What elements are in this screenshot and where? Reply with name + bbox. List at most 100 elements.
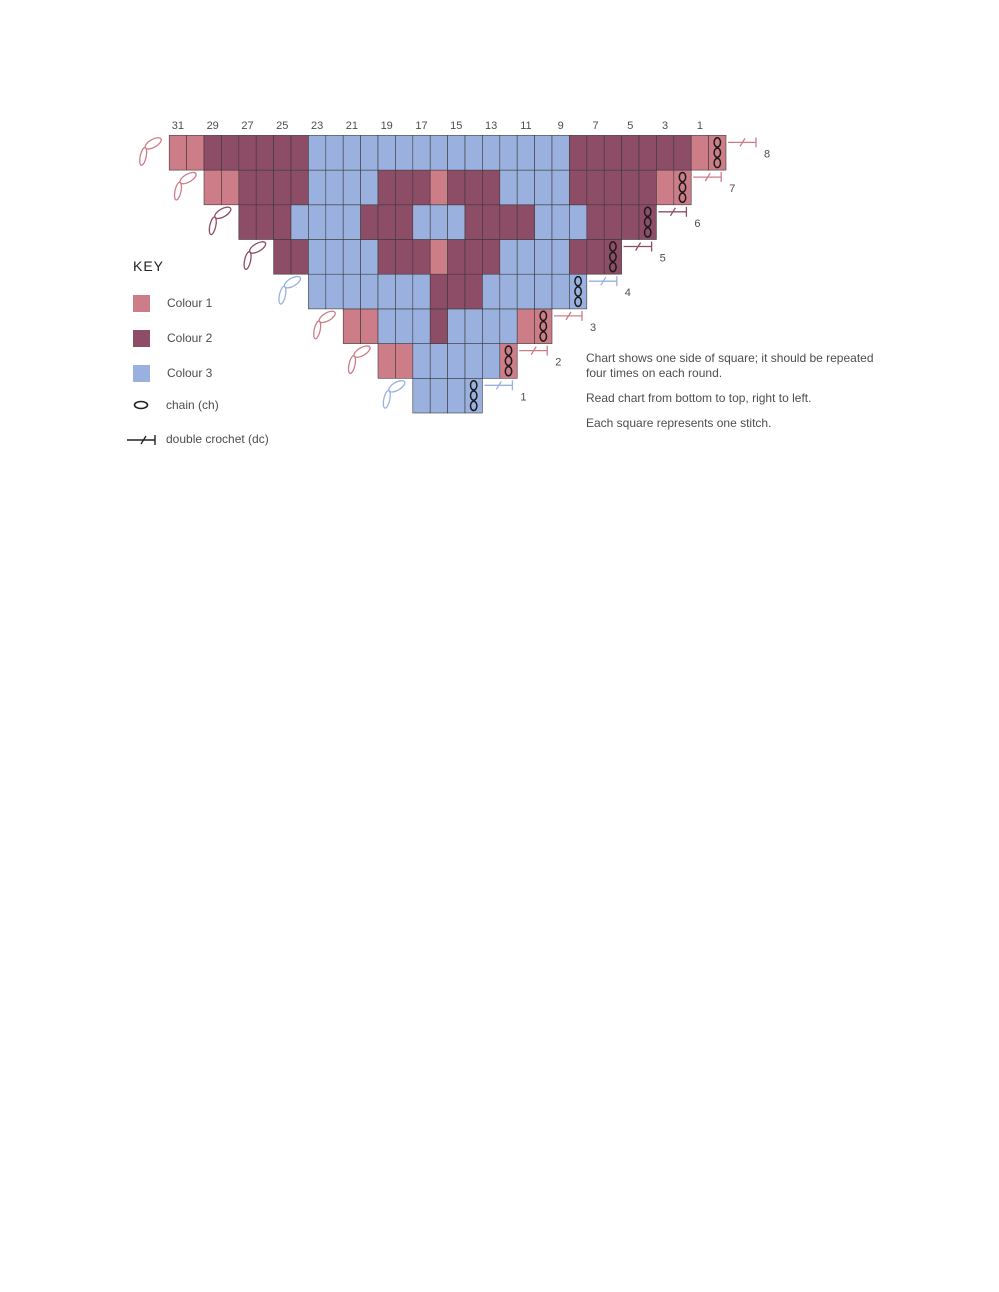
- chain-icon: [574, 296, 583, 308]
- chart-stitch-cell: [621, 169, 640, 206]
- chain-icon: [678, 182, 687, 193]
- chart-stitch-cell: [673, 169, 692, 206]
- chart-stitch-cell: [412, 169, 431, 206]
- chart-stitch-cell: [273, 204, 292, 240]
- chart-stitch-cell: [255, 169, 274, 206]
- chart-stitch-cell: [499, 239, 518, 275]
- double-crochet-icon: [530, 346, 537, 355]
- column-number: 27: [241, 120, 253, 132]
- key-label: double crochet (dc): [166, 432, 269, 446]
- chain-icon: [469, 379, 478, 391]
- chart-stitch-cell: [377, 135, 396, 171]
- chart-stitch-cell: [464, 273, 483, 310]
- chart-stitch-cell: [325, 273, 344, 310]
- chart-stitch-cell: [499, 135, 518, 171]
- chart-stitch-cell: [168, 135, 187, 171]
- yarn-loop-icon: [208, 216, 217, 236]
- row-number: 8: [764, 148, 770, 160]
- chart-stitch-cell: [412, 239, 431, 275]
- chart-stitch-cell: [464, 204, 483, 240]
- chart-stitch-cell: [342, 204, 361, 240]
- chart-stitch-cell: [342, 239, 361, 275]
- chain-icon: [504, 355, 513, 367]
- chart-stitch-cell: [221, 135, 240, 171]
- chart-stitch-cell: [342, 135, 361, 171]
- chain-icon: [608, 241, 617, 252]
- chart-stitch-cell: [603, 135, 622, 171]
- chart-stitch-cell: [569, 273, 588, 310]
- chart-stitch-cell: [238, 204, 257, 240]
- chart-stitch-cell: [273, 135, 292, 171]
- chart-stitch-cell: [482, 204, 501, 240]
- chart-stitch-cell: [377, 169, 396, 206]
- chain-icon: [469, 390, 478, 401]
- chart-stitch-cell: [325, 169, 344, 206]
- chart-stitch-cell: [238, 135, 257, 171]
- chain-icon: [678, 192, 687, 204]
- chart-stitch-cell: [464, 343, 483, 379]
- key-item-colour1: Colour 1: [126, 292, 212, 314]
- chart-stitch-cell: [308, 204, 327, 240]
- chain-icon: [608, 251, 617, 263]
- column-number: 11: [520, 120, 531, 132]
- chart-stitch-cell: [412, 273, 431, 310]
- chart-stitch-cell: [482, 308, 501, 344]
- column-number: 21: [346, 120, 358, 132]
- chart-stitch-cell: [447, 343, 466, 379]
- chart-stitch-cell: [273, 169, 292, 206]
- chart-stitch-cell: [395, 169, 414, 206]
- double-crochet-icon: [704, 172, 711, 182]
- chain-icon: [504, 345, 513, 356]
- yarn-loop-icon: [173, 181, 183, 201]
- chart-stitch-cell: [447, 273, 466, 310]
- column-number: 17: [415, 120, 427, 132]
- column-number: 15: [450, 120, 462, 132]
- chart-stitch-cell: [412, 343, 431, 379]
- chart-stitch-cell: [551, 169, 570, 206]
- chart-stitch-cell: [534, 204, 553, 240]
- key-item-colour2: Colour 2: [126, 327, 212, 349]
- key-label: Colour 1: [167, 296, 213, 310]
- chart-stitch-cell: [464, 135, 483, 171]
- chart-stitch-cell: [377, 343, 396, 379]
- chart-stitch-cell: [429, 135, 448, 171]
- chart-stitch-cell: [325, 135, 344, 171]
- chain-icon: [504, 365, 513, 377]
- chart-stitch-cell: [534, 273, 553, 310]
- column-number: 23: [311, 120, 323, 132]
- chain-icon: [539, 310, 548, 322]
- chart-stitch-cell: [429, 273, 448, 310]
- chart-stitch-cell: [516, 204, 535, 240]
- note-repeat: Chart shows one side of square; it shoul…: [586, 351, 874, 380]
- double-crochet-icon: [669, 207, 676, 217]
- chart-stitch-cell: [464, 239, 483, 275]
- chart-stitch-cell: [395, 239, 414, 275]
- chart-stitch-cell: [325, 239, 344, 275]
- chart-stitch-cell: [412, 308, 431, 344]
- chart-stitch-cell: [586, 169, 605, 206]
- double-crochet-icon: [635, 242, 642, 251]
- chain-icon: [574, 275, 583, 287]
- row-number: 2: [555, 357, 561, 369]
- colour1-swatch: [133, 294, 150, 312]
- chart-stitch-cell: [464, 377, 483, 414]
- column-number: 25: [276, 120, 288, 132]
- chart-stitch-cell: [395, 135, 414, 171]
- chart-stitch-cell: [603, 239, 622, 275]
- chart-stitch-cell: [308, 135, 327, 171]
- chart-stitch-cell: [290, 169, 309, 206]
- key-label: Colour 3: [167, 366, 213, 380]
- chart-stitch-cell: [255, 204, 274, 240]
- chart-stitch-cell: [499, 273, 518, 310]
- chart-stitch-cell: [429, 308, 448, 344]
- key-item-chain: chain (ch): [126, 394, 219, 416]
- double-crochet-icon: [495, 380, 502, 390]
- chart-stitch-cell: [534, 239, 553, 275]
- chart-stitch-cell: [447, 169, 466, 206]
- chart-stitch-cell: [412, 377, 431, 414]
- key-item-double-crochet: double crochet (dc): [126, 428, 269, 450]
- chart-stitch-cell: [308, 273, 327, 310]
- yarn-loop-icon: [382, 389, 391, 409]
- chart-stitch-cell: [621, 135, 640, 171]
